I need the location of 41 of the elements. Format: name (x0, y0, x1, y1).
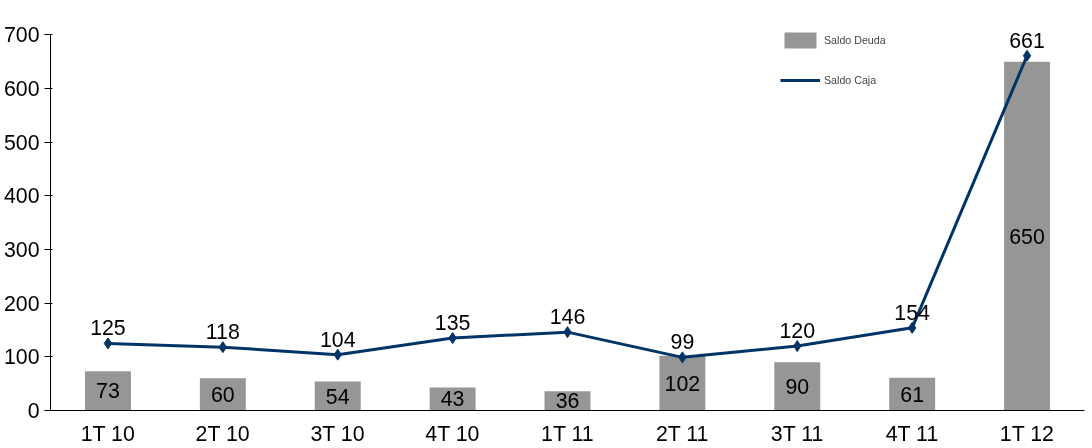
data-label: 43 (440, 387, 465, 412)
data-label: 104 (319, 327, 356, 352)
data-label: 61 (900, 382, 925, 407)
x-tick-label: 2T 11 (655, 421, 709, 446)
bar (774, 362, 821, 411)
data-label: 102 (664, 371, 701, 396)
y-tick-label: 200 (3, 291, 40, 316)
legend-label: Saldo Caja (824, 74, 877, 86)
data-label: 125 (90, 316, 126, 341)
y-tick-label: 0 (27, 399, 40, 423)
data-label: 90 (785, 374, 810, 399)
x-tick-label: 3T 11 (770, 421, 824, 446)
point (1022, 49, 1032, 62)
data-label: 36 (555, 389, 580, 414)
data-label: 146 (549, 305, 586, 330)
x-tick-label: 1T 11 (541, 421, 594, 446)
data-label: 54 (325, 384, 350, 409)
x-tick-label: 4T 10 (425, 421, 480, 446)
x-tick-label: 4T 11 (885, 421, 939, 446)
data-label: 135 (434, 311, 471, 336)
bar (1004, 61, 1051, 411)
y-tick-label: 400 (3, 184, 40, 209)
x-tick-label: 3T 10 (310, 421, 365, 446)
point (103, 337, 113, 350)
legend-label: Saldo Deuda (824, 34, 886, 46)
data-label: 118 (205, 320, 240, 345)
x-tick-label: 1T 12 (999, 421, 1054, 446)
data-label: 661 (1009, 28, 1045, 53)
data-label: 99 (670, 330, 695, 355)
data-label: 120 (779, 319, 816, 344)
data-label: 60 (210, 382, 235, 407)
x-tick-label: 1T 10 (80, 421, 135, 446)
data-label: 650 (1009, 224, 1045, 249)
data-label: 73 (96, 379, 120, 404)
y-tick-label: 100 (3, 345, 40, 370)
y-tick-label: 600 (3, 76, 40, 101)
y-tick-label: 300 (3, 237, 40, 262)
y-tick-label: 500 (3, 130, 40, 155)
bar (84, 371, 131, 411)
x-tick-label: 2T 10 (195, 421, 250, 446)
y-tick-label: 700 (3, 23, 40, 48)
